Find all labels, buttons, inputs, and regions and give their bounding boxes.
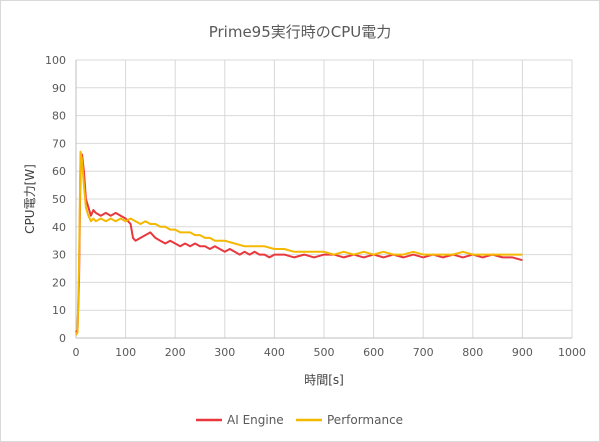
series-lines — [75, 150, 523, 336]
x-tick-label: 900 — [512, 346, 533, 359]
x-tick-label: 200 — [165, 346, 186, 359]
grid-lines — [76, 59, 573, 338]
x-tick-label: 0 — [73, 346, 80, 359]
y-tick-label: 80 — [52, 110, 66, 123]
x-tick-label: 300 — [214, 346, 235, 359]
legend: AI Engine Performance — [196, 413, 403, 427]
chart-title: Prime95実行時のCPU電力 — [209, 23, 392, 41]
x-tick-label: 100 — [115, 346, 136, 359]
legend-label-1: Performance — [327, 413, 403, 427]
y-tick-label: 100 — [45, 54, 66, 67]
legend-label-0: AI Engine — [227, 413, 284, 427]
y-tick-label: 20 — [52, 276, 66, 289]
y-tick-label: 90 — [52, 82, 66, 95]
y-axis-label: CPU電力[W] — [23, 164, 37, 234]
x-axis-label: 時間[s] — [304, 373, 344, 387]
x-tick-label: 700 — [413, 346, 434, 359]
y-tick-label: 30 — [52, 249, 66, 262]
x-tick-label: 800 — [462, 346, 483, 359]
y-tick-label: 0 — [59, 332, 66, 345]
y-tick-label: 40 — [52, 221, 66, 234]
x-tick-label: 1000 — [558, 346, 586, 359]
y-tick-label: 60 — [52, 165, 66, 178]
y-tick-label: 10 — [52, 304, 66, 317]
x-tick-label: 600 — [363, 346, 384, 359]
x-tick-label: 400 — [264, 346, 285, 359]
x-tick-label: 500 — [314, 346, 335, 359]
y-tick-label: 50 — [52, 193, 66, 206]
y-tick-label: 70 — [52, 137, 66, 150]
axes — [75, 60, 572, 339]
series-line-0 — [75, 153, 523, 333]
series-line-1 — [75, 150, 523, 336]
